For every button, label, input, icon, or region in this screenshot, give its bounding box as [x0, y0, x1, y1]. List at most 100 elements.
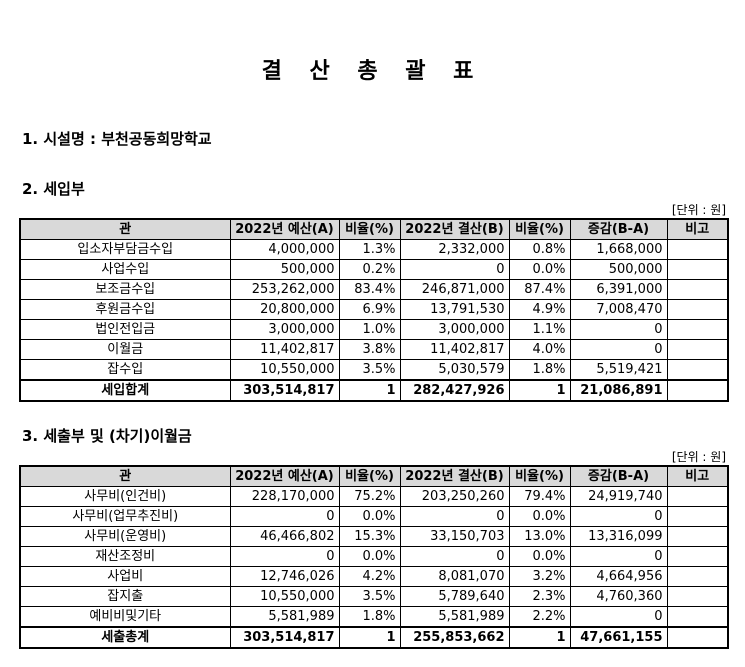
- table-row: 사업비 12,746,026 4.2% 8,081,070 3.2% 4,664,956: [19, 566, 729, 587]
- remark-cell: [666, 259, 729, 280]
- value-cell: 10,550,000: [229, 359, 340, 381]
- remark-cell: [666, 546, 729, 567]
- value-cell: 1.8%: [508, 359, 571, 381]
- value-cell: 21,086,891: [569, 379, 668, 402]
- value-cell: 6.9%: [338, 299, 401, 320]
- value-cell: 1.3%: [338, 239, 401, 260]
- value-cell: 1: [508, 379, 571, 402]
- remark-cell: [666, 379, 729, 402]
- value-cell: 1.0%: [338, 319, 401, 340]
- value-cell: 1: [338, 626, 401, 649]
- value-cell: 87.4%: [508, 279, 571, 300]
- category-cell: 세입합계: [19, 379, 231, 402]
- value-cell: 10,550,000: [229, 586, 340, 607]
- revenue-unit-label: [단위 : 원]: [671, 203, 726, 217]
- category-cell: 법인전입금: [19, 319, 231, 340]
- column-header: 비율(%): [508, 465, 571, 487]
- value-cell: 11,402,817: [399, 339, 510, 360]
- expense-table-body: 사무비(인건비) 228,170,000 75.2% 203,250,260 79.4%…: [19, 486, 729, 649]
- value-cell: 3,000,000: [399, 319, 510, 340]
- expense-unit-label: [단위 : 원]: [671, 450, 726, 464]
- revenue-header-row: 관 2022년 예산(A) 비율(%) 2022년 결산(B) 비율(%) 증감(B-A)…: [19, 218, 729, 240]
- value-cell: 303,514,817: [229, 626, 340, 649]
- value-cell: 4,664,956: [569, 566, 668, 587]
- value-cell: 0: [399, 546, 510, 567]
- category-cell: 재산조정비: [19, 546, 231, 567]
- remark-cell: [666, 566, 729, 587]
- value-cell: 1: [508, 626, 571, 649]
- category-cell: 입소자부담금수입: [19, 239, 231, 260]
- category-cell: 사무비(업무추진비): [19, 506, 231, 527]
- facility-name: 1. 시설명 : 부천공동희망학교: [22, 130, 212, 148]
- value-cell: 6,391,000: [569, 279, 668, 300]
- value-cell: 13,316,099: [569, 526, 668, 547]
- value-cell: 46,466,802: [229, 526, 340, 547]
- value-cell: 246,871,000: [399, 279, 510, 300]
- value-cell: 0.0%: [508, 546, 571, 567]
- value-cell: 2,332,000: [399, 239, 510, 260]
- category-cell: 사업수입: [19, 259, 231, 280]
- category-cell: 사업비: [19, 566, 231, 587]
- value-cell: 24,919,740: [569, 486, 668, 507]
- category-cell: 사무비(인건비): [19, 486, 231, 507]
- value-cell: 0.8%: [508, 239, 571, 260]
- value-cell: 13.0%: [508, 526, 571, 547]
- remark-cell: [666, 506, 729, 527]
- value-cell: 0: [569, 506, 668, 527]
- value-cell: 3.5%: [338, 586, 401, 607]
- value-cell: 4.9%: [508, 299, 571, 320]
- remark-cell: [666, 359, 729, 381]
- table-row: 후원금수입 20,800,000 6.9% 13,791,530 4.9% 7,008,4…: [19, 299, 729, 320]
- value-cell: 2.3%: [508, 586, 571, 607]
- value-cell: 47,661,155: [569, 626, 668, 649]
- total-row: 세출총계 303,514,817 1 255,853,662 1 47,661,155: [19, 626, 729, 649]
- expense-heading: 3. 세출부 및 (차기)이월금: [22, 427, 192, 445]
- category-cell: 잡수입: [19, 359, 231, 381]
- column-header: 비율(%): [338, 465, 401, 487]
- expense-table: 관 2022년 예산(A) 비율(%) 2022년 결산(B) 비율(%) 증감(B-A)…: [19, 465, 729, 649]
- value-cell: 33,150,703: [399, 526, 510, 547]
- remark-cell: [666, 299, 729, 320]
- remark-cell: [666, 279, 729, 300]
- value-cell: 282,427,926: [399, 379, 510, 402]
- value-cell: 253,262,000: [229, 279, 340, 300]
- category-cell: 잡지출: [19, 586, 231, 607]
- value-cell: 0: [569, 319, 668, 340]
- column-header: 비고: [666, 465, 729, 487]
- page-title: 결 산 총 괄 표: [261, 59, 484, 84]
- column-header: 비율(%): [338, 218, 401, 240]
- value-cell: 0.0%: [338, 506, 401, 527]
- value-cell: 0.0%: [508, 506, 571, 527]
- table-row: 사업수입 500,000 0.2% 0 0.0% 500,000: [19, 259, 729, 280]
- table-row: 이월금 11,402,817 3.8% 11,402,817 4.0% 0: [19, 339, 729, 360]
- column-header: 관: [19, 465, 231, 487]
- remark-cell: [666, 486, 729, 507]
- total-row: 세입합계 303,514,817 1 282,427,926 1 21,086,891: [19, 379, 729, 402]
- remark-cell: [666, 626, 729, 649]
- value-cell: 1.8%: [338, 606, 401, 628]
- category-cell: 사무비(운영비): [19, 526, 231, 547]
- table-row: 입소자부담금수입 4,000,000 1.3% 2,332,000 0.8% 1,668,…: [19, 239, 729, 260]
- value-cell: 5,030,579: [399, 359, 510, 381]
- value-cell: 8,081,070: [399, 566, 510, 587]
- value-cell: 5,519,421: [569, 359, 668, 381]
- value-cell: 0.2%: [338, 259, 401, 280]
- value-cell: 3.8%: [338, 339, 401, 360]
- value-cell: 0: [569, 339, 668, 360]
- value-cell: 75.2%: [338, 486, 401, 507]
- column-header: 2022년 결산(B): [399, 465, 510, 487]
- value-cell: 13,791,530: [399, 299, 510, 320]
- column-header: 비고: [666, 218, 729, 240]
- table-row: 보조금수입 253,262,000 83.4% 246,871,000 87.4% 6,3…: [19, 279, 729, 300]
- table-row: 재산조정비 0 0.0% 0 0.0% 0: [19, 546, 729, 567]
- value-cell: 0: [569, 606, 668, 628]
- value-cell: 11,402,817: [229, 339, 340, 360]
- value-cell: 0: [229, 546, 340, 567]
- value-cell: 3,000,000: [229, 319, 340, 340]
- revenue-table-body: 입소자부담금수입 4,000,000 1.3% 2,332,000 0.8% 1,668,…: [19, 239, 729, 402]
- category-cell: 이월금: [19, 339, 231, 360]
- value-cell: 303,514,817: [229, 379, 340, 402]
- column-header: 증감(B-A): [569, 218, 668, 240]
- value-cell: 228,170,000: [229, 486, 340, 507]
- remark-cell: [666, 606, 729, 628]
